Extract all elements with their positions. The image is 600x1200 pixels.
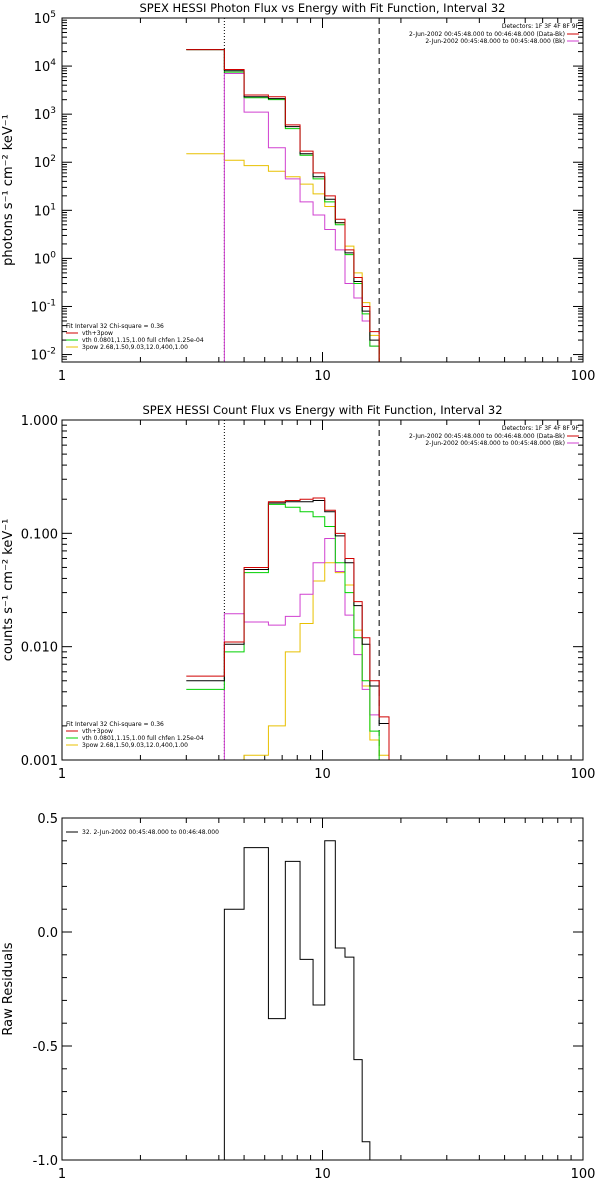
y-tick-exponent: -1 xyxy=(47,298,56,308)
y-tick-label: 105 xyxy=(34,10,56,27)
x-tick-label: 100 xyxy=(571,369,596,384)
chart-title: SPEX HESSI Photon Flux vs Energy with Fi… xyxy=(139,1,505,15)
legend-time-range: 2-Jun-2002 00:45:48.000 to 00:45:48.000 … xyxy=(425,38,565,45)
y-tick-exponent: 4 xyxy=(50,58,56,68)
y-tick-mantissa: 10 xyxy=(34,60,51,75)
legend-item: 3pow 2.68,1.50,9.03,12.0,400,1.00 xyxy=(82,344,188,351)
y-tick-label: 0.001 xyxy=(21,754,58,769)
x-tick-label: 10 xyxy=(314,1167,331,1182)
series-total-line xyxy=(186,497,390,760)
x-tick-label: 100 xyxy=(571,767,596,782)
legend-header: Fit Interval 32 Chi-square = 0.36 xyxy=(66,323,164,330)
y-tick-label: 0.100 xyxy=(21,527,58,542)
legend-item: vth+3pow xyxy=(82,728,113,735)
x-tick-label: 10 xyxy=(314,767,331,782)
y-axis-label: photons s⁻¹ cm⁻² keV⁻¹ xyxy=(1,114,16,266)
y-tick-label: 0.0 xyxy=(37,926,58,941)
y-tick-label: 10-2 xyxy=(30,347,56,364)
plot-area xyxy=(223,840,380,1160)
y-tick-mantissa: 10 xyxy=(30,349,47,364)
y-tick-label: 103 xyxy=(34,106,56,123)
y-tick-exponent: -2 xyxy=(47,347,56,357)
y-axis-label: counts s⁻¹ cm⁻² keV⁻¹ xyxy=(1,519,16,662)
y-tick-label: 101 xyxy=(34,202,56,219)
legend-detectors: Detectors: 1F 3F 4F 8F 9F xyxy=(502,425,580,432)
y-tick-label: 0.5 xyxy=(37,812,58,827)
y-tick-label: -0.5 xyxy=(33,1040,58,1055)
y-tick-mantissa: 10 xyxy=(34,12,51,27)
x-tick-label: 1 xyxy=(58,767,66,782)
chart-title: SPEX HESSI Count Flux vs Energy with Fit… xyxy=(142,403,502,417)
y-tick-mantissa: 10 xyxy=(34,108,51,123)
plot-area xyxy=(186,49,390,362)
chart-panel-2: SPEX HESSI Count Flux vs Energy with Fit… xyxy=(1,403,595,782)
legend-time-range: 2-Jun-2002 00:45:48.000 to 00:46:48.000 … xyxy=(409,433,565,440)
series-thermal-line xyxy=(186,49,390,362)
legend-time-range: 2-Jun-2002 00:45:48.000 to 00:46:48.000 … xyxy=(409,31,565,38)
y-tick-exponent: 5 xyxy=(50,10,56,20)
y-tick-label: 10-1 xyxy=(30,298,56,315)
y-tick-label: 0.010 xyxy=(21,641,58,656)
series-power-line xyxy=(186,153,390,362)
legend-detectors: Detectors: 1F 3F 4F 8F 9F xyxy=(502,23,580,30)
plot-area xyxy=(186,497,390,760)
y-tick-exponent: 2 xyxy=(50,154,56,164)
series-data-line xyxy=(223,840,380,1160)
y-tick-label: -1.0 xyxy=(33,1154,58,1169)
plot-frame xyxy=(61,17,584,363)
legend-time-range: 2-Jun-2002 00:45:48.000 to 00:45:48.000 … xyxy=(425,440,565,447)
y-tick-mantissa: 10 xyxy=(30,300,47,315)
chart-panel-3: Raw Residuals 1 10 100 -1.0 -0.5 0.0 0.5 32. 2-J… xyxy=(1,812,595,1182)
x-tick-label: 1 xyxy=(58,1167,66,1182)
y-tick-exponent: 0 xyxy=(50,250,56,260)
series-thermal-line xyxy=(186,503,389,760)
x-tick-label: 100 xyxy=(571,1167,596,1182)
legend-item: 3pow 2.68,1.50,9.03,12.0,400,1.00 xyxy=(82,742,188,749)
y-tick-exponent: 1 xyxy=(50,202,56,212)
plot-frame xyxy=(61,817,584,1161)
y-tick-label: 100 xyxy=(34,250,57,267)
y-tick-label: 102 xyxy=(34,154,56,171)
plot-frame xyxy=(61,419,584,761)
series-total-line xyxy=(186,49,389,362)
y-tick-label: 1.000 xyxy=(21,414,58,429)
x-tick-label: 1 xyxy=(58,369,66,384)
series-data-line xyxy=(186,49,390,362)
legend-item: vth+3pow xyxy=(82,330,113,337)
y-tick-exponent: 3 xyxy=(50,106,56,116)
legend-header: Fit Interval 32 Chi-square = 0.36 xyxy=(66,721,164,728)
legend-item: vth 0.0801,1.15,1.00 full chfen 1.25e-04 xyxy=(82,337,204,344)
y-axis-label: Raw Residuals xyxy=(1,942,16,1035)
y-tick-mantissa: 10 xyxy=(34,156,51,171)
series-background-line xyxy=(223,538,380,760)
legend-item: vth 0.0801,1.15,1.00 full chfen 1.25e-04 xyxy=(82,735,204,742)
x-tick-label: 10 xyxy=(314,369,331,384)
legend-item: 32. 2-Jun-2002 00:45:48.000 to 00:46:48.… xyxy=(82,829,219,836)
y-tick-mantissa: 10 xyxy=(34,252,51,267)
series-power-line xyxy=(224,562,390,760)
y-tick-mantissa: 10 xyxy=(34,204,51,219)
series-background-line xyxy=(223,73,380,362)
chart-panel-1: SPEX HESSI Photon Flux vs Energy with Fi… xyxy=(1,1,595,384)
y-tick-label: 104 xyxy=(34,58,57,75)
